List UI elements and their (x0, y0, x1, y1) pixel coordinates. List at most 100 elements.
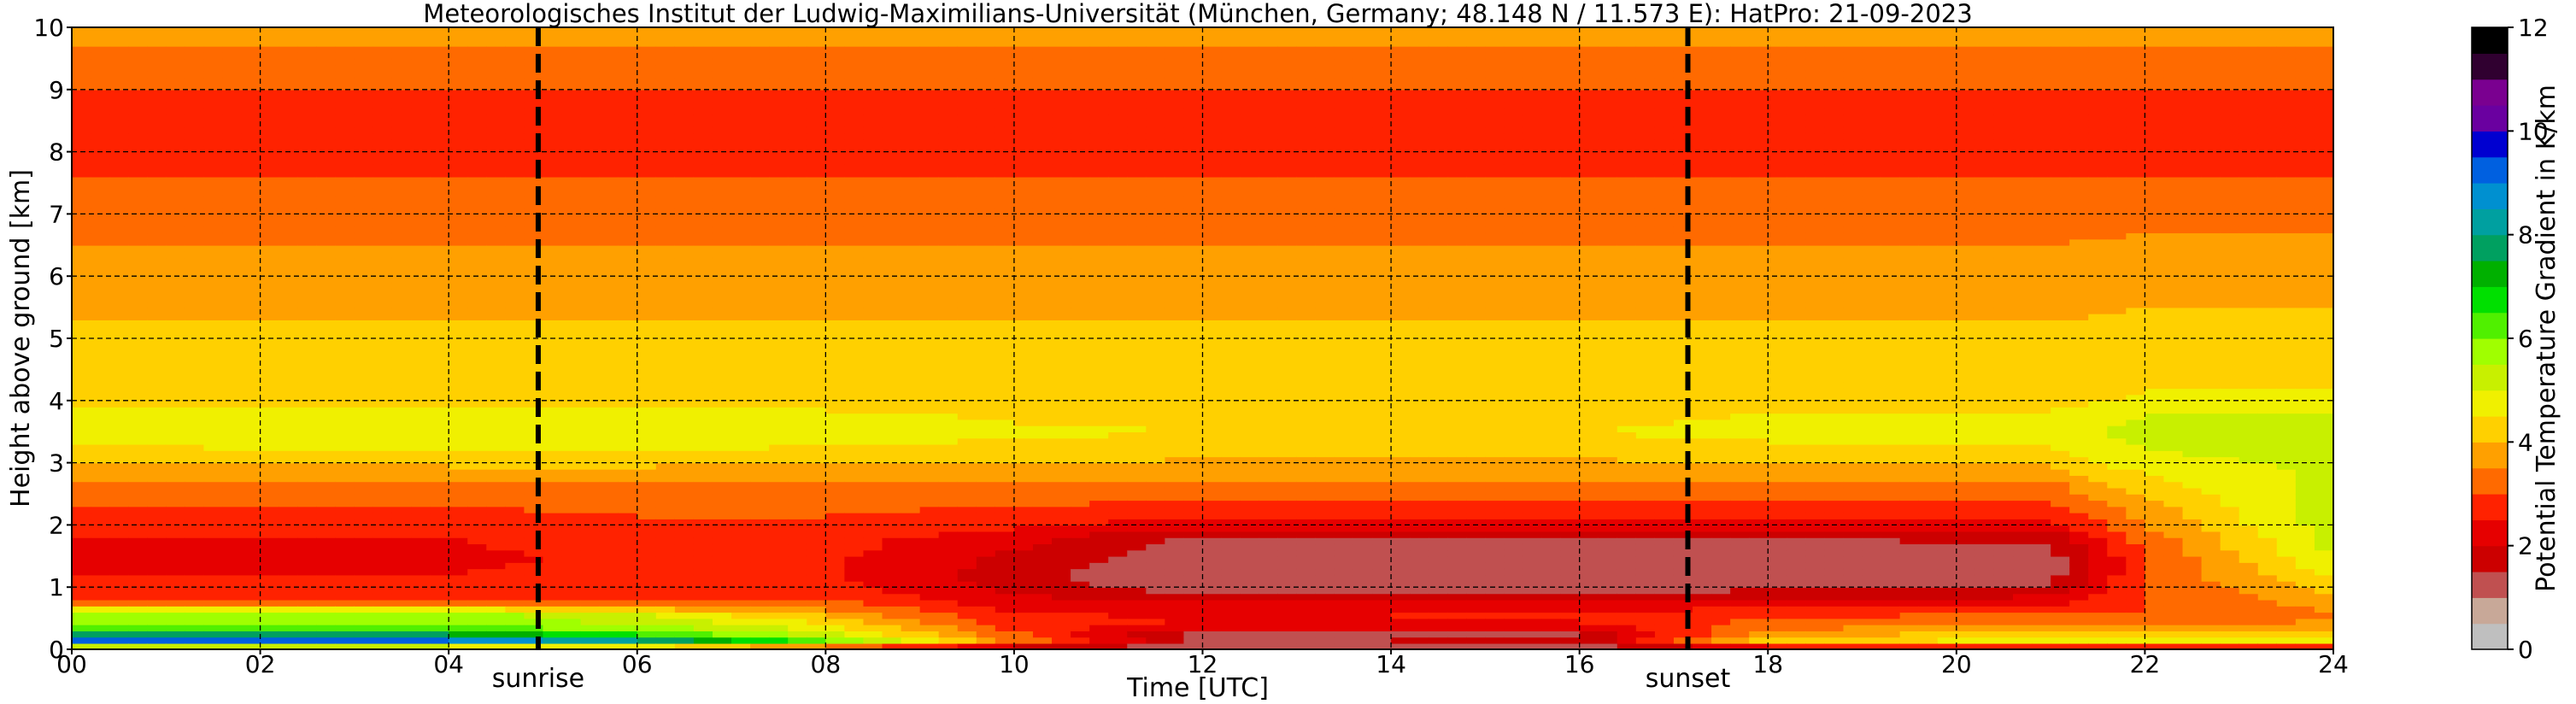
heatmap-cell (222, 487, 243, 495)
heatmap-cell (769, 500, 789, 507)
heatmap-cell (618, 151, 638, 159)
heatmap-cell (354, 413, 374, 420)
heatmap-cell (938, 214, 959, 221)
heatmap-cell (91, 481, 110, 489)
heatmap-cell (147, 114, 167, 121)
heatmap-cell (637, 58, 657, 66)
heatmap-cell (712, 407, 732, 414)
heatmap-cell (655, 606, 676, 613)
heatmap-cell (882, 208, 902, 215)
heatmap-cell (373, 208, 393, 215)
heatmap-cell (901, 313, 921, 320)
heatmap-cell (147, 512, 167, 519)
heatmap-cell (882, 326, 902, 333)
heatmap-cell (391, 27, 412, 35)
heatmap-cell (147, 313, 167, 320)
heatmap-cell (938, 313, 959, 320)
heatmap-cell (524, 574, 544, 582)
heatmap-cell (769, 555, 789, 563)
heatmap-cell (203, 587, 224, 595)
heatmap-cell (731, 126, 751, 134)
heatmap-cell (203, 157, 224, 165)
heatmap-cell (411, 244, 431, 252)
heatmap-cell (882, 537, 902, 545)
heatmap-cell (467, 89, 488, 97)
heatmap-cell (543, 195, 563, 202)
heatmap-cell (222, 555, 243, 563)
heatmap-cell (91, 176, 110, 184)
heatmap-cell (411, 344, 431, 352)
heatmap-cell (391, 407, 412, 414)
heatmap-cell (957, 593, 977, 601)
heatmap-cell (825, 208, 846, 215)
heatmap-cell (297, 164, 318, 172)
heatmap-cell (91, 320, 110, 327)
heatmap-cell (901, 331, 921, 339)
heatmap-cell (957, 132, 977, 140)
heatmap-cell (203, 145, 224, 153)
heatmap-cell (505, 519, 525, 526)
heatmap-cell (561, 39, 582, 47)
heatmap-cell (712, 363, 732, 371)
heatmap-cell (825, 108, 846, 115)
heatmap-cell (91, 132, 110, 140)
heatmap-cell (674, 244, 695, 252)
heatmap-cell (391, 481, 412, 489)
heatmap-cell (203, 344, 224, 352)
heatmap-cell (430, 431, 449, 439)
heatmap-cell (297, 120, 318, 128)
heatmap-cell (391, 549, 412, 557)
heatmap-cell (731, 593, 751, 601)
heatmap-cell (467, 481, 488, 489)
heatmap-cell (147, 307, 167, 314)
heatmap-cell (863, 164, 883, 172)
heatmap-cell (938, 89, 959, 97)
heatmap-cell (241, 338, 261, 346)
heatmap-cell (599, 282, 619, 290)
heatmap-cell (844, 369, 865, 377)
heatmap-cell (788, 631, 808, 638)
heatmap-cell (147, 83, 167, 91)
heatmap-cell (599, 45, 619, 53)
heatmap-cell (166, 500, 186, 507)
heatmap-cell (335, 114, 355, 121)
heatmap-cell (825, 531, 846, 538)
heatmap-cell (882, 624, 902, 631)
heatmap-cell (335, 512, 355, 519)
heatmap-cell (957, 108, 977, 115)
heatmap-cell (91, 157, 110, 165)
heatmap-cell (919, 120, 940, 128)
heatmap-cell (976, 475, 996, 483)
heatmap-cell (788, 475, 808, 483)
heatmap-cell (279, 157, 299, 165)
heatmap-cell (674, 519, 695, 526)
heatmap-cell (731, 555, 751, 563)
heatmap-cell (316, 244, 337, 252)
heatmap-cell (354, 176, 374, 184)
heatmap-cell (391, 637, 412, 644)
heatmap-cell (354, 96, 374, 103)
heatmap-cell (769, 562, 789, 570)
heatmap-cell (788, 356, 808, 364)
heatmap-cell (901, 580, 921, 588)
heatmap-cell (203, 269, 224, 277)
heatmap-cell (919, 96, 940, 103)
heatmap-cell (618, 519, 638, 526)
heatmap-cell (203, 568, 224, 576)
heatmap-cell (467, 631, 488, 638)
heatmap-cell (844, 201, 865, 208)
heatmap-cell (147, 381, 167, 390)
heatmap-cell (185, 555, 205, 563)
heatmap-cell (354, 624, 374, 631)
heatmap-cell (147, 301, 167, 308)
heatmap-cell (109, 500, 129, 507)
heatmap-cell (655, 251, 676, 259)
heatmap-cell (712, 519, 732, 526)
heatmap-cell (166, 276, 186, 284)
heatmap-cell (411, 606, 431, 613)
heatmap-cell (72, 431, 91, 439)
heatmap-cell (637, 102, 657, 109)
heatmap-cell (430, 96, 449, 103)
heatmap-cell (825, 282, 846, 290)
heatmap-cell (543, 369, 563, 377)
